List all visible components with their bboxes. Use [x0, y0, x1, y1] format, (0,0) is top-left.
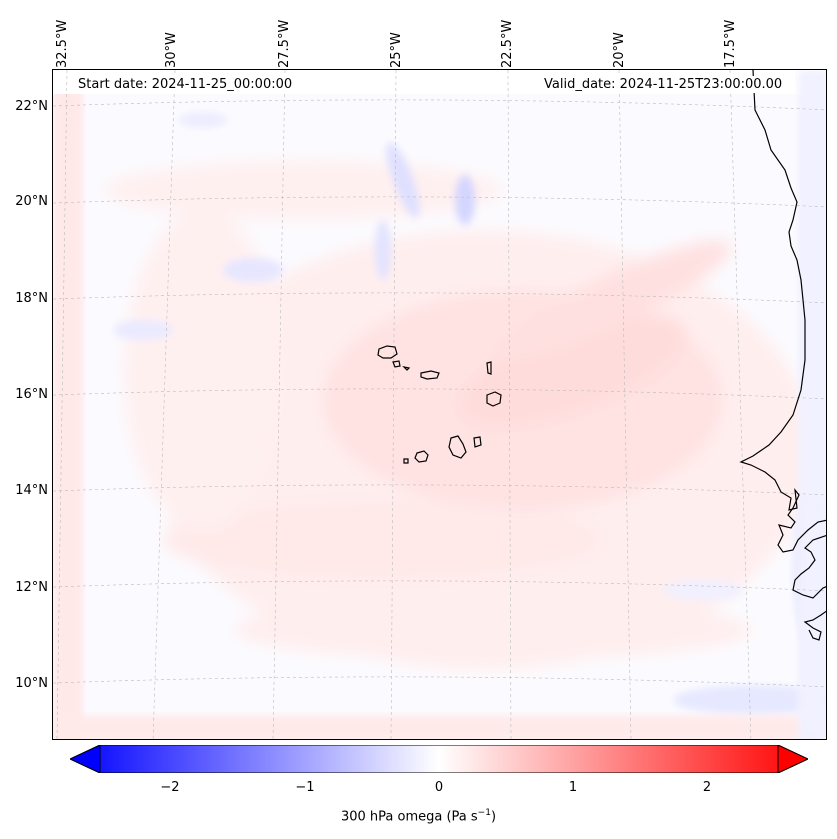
- map-canvas[interactable]: [52, 69, 827, 740]
- colorbar-label: 300 hPa omega (Pa s−1): [340, 808, 497, 825]
- lat-label-20n: 20°N: [15, 194, 48, 209]
- lon-label-20w: 20°W: [612, 32, 627, 68]
- valid-date-label: Valid_date: 2024-11-25T23:00:00.00: [540, 76, 787, 93]
- omega-field: [53, 70, 826, 739]
- africa-coastline: [739, 70, 826, 641]
- lon-label-17-5w: 17.5°W: [723, 19, 738, 68]
- start-date-label: Start date: 2024-11-25_00:00:00: [74, 76, 297, 93]
- lat-label-12n: 12°N: [15, 580, 48, 595]
- colorbar-tick-neg1: −1: [295, 780, 315, 795]
- positive-omega-region: [103, 160, 813, 670]
- lon-label-22-5w: 22.5°W: [500, 19, 515, 68]
- colorbar: [70, 745, 808, 773]
- colorbar-tick-0: 0: [434, 780, 444, 795]
- lon-label-27-5w: 27.5°W: [277, 19, 292, 68]
- lat-label-16n: 16°N: [15, 387, 48, 402]
- colorbar-tick-2: 2: [702, 780, 712, 795]
- lon-label-30w: 30°W: [164, 32, 179, 68]
- lat-label-22n: 22°N: [15, 99, 48, 114]
- colorbar-tick-neg2: −2: [160, 780, 180, 795]
- graticule: [53, 70, 826, 739]
- colorbar-tick-1: 1: [568, 780, 578, 795]
- lat-label-10n: 10°N: [15, 676, 48, 691]
- lon-label-25w: 25°W: [389, 32, 404, 68]
- colorbar-min-arrow: [70, 745, 101, 773]
- lon-label-32-5w: 32.5°W: [55, 19, 70, 68]
- cape-verde-islands: [377, 345, 502, 464]
- colorbar-max-arrow: [777, 745, 808, 773]
- lat-label-18n: 18°N: [15, 291, 48, 306]
- colorbar-bar: [70, 745, 808, 773]
- lat-label-14n: 14°N: [15, 483, 48, 498]
